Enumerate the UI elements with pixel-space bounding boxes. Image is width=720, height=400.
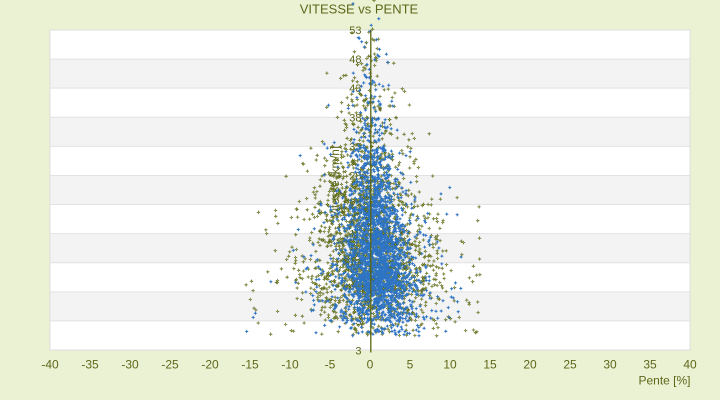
svg-text:43: 43: [349, 83, 361, 95]
svg-text:0: 0: [367, 358, 374, 372]
svg-text:-40: -40: [41, 358, 59, 372]
svg-text:25: 25: [563, 358, 577, 372]
svg-text:30: 30: [603, 358, 617, 372]
svg-text:3: 3: [355, 316, 361, 328]
svg-text:48: 48: [349, 54, 361, 66]
svg-text:40: 40: [683, 358, 697, 372]
svg-text:-10: -10: [281, 358, 299, 372]
svg-text:-15: -15: [241, 358, 259, 372]
svg-text:35: 35: [643, 358, 657, 372]
svg-text:-35: -35: [81, 358, 99, 372]
svg-text:20: 20: [523, 358, 537, 372]
svg-text:-5: -5: [325, 358, 336, 372]
svg-text:VITESSE vs PENTE: VITESSE vs PENTE: [300, 2, 419, 17]
svg-text:38: 38: [349, 112, 361, 124]
svg-text:53: 53: [349, 25, 361, 37]
svg-text:-30: -30: [121, 358, 139, 372]
svg-text:15: 15: [483, 358, 497, 372]
svg-text:5: 5: [407, 358, 414, 372]
svg-text:10: 10: [443, 358, 457, 372]
svg-text:Pente [%]: Pente [%]: [638, 374, 690, 388]
svg-text:3: 3: [355, 346, 361, 358]
svg-text:-20: -20: [201, 358, 219, 372]
svg-text:-25: -25: [161, 358, 179, 372]
